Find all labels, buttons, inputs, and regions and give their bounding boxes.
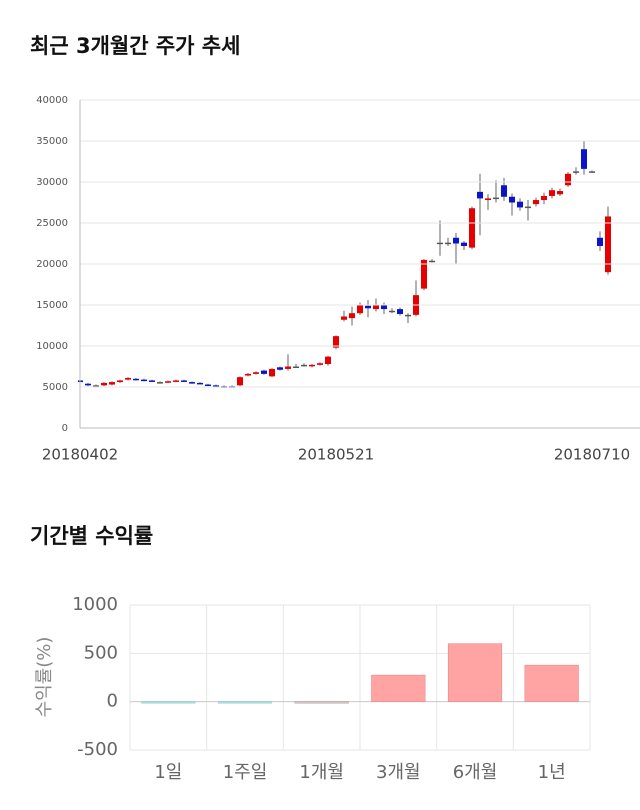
candle-body bbox=[421, 259, 427, 289]
candle-body bbox=[205, 384, 211, 387]
candle-body bbox=[437, 242, 443, 245]
candle-body bbox=[501, 185, 507, 197]
candles bbox=[78, 141, 611, 388]
candle-body bbox=[541, 195, 547, 201]
y-tick-label: 5000 bbox=[43, 382, 68, 393]
candle-body bbox=[469, 208, 475, 248]
candle-body bbox=[357, 305, 363, 314]
candle-body bbox=[165, 381, 171, 383]
x-tick-label: 20180521 bbox=[298, 446, 374, 464]
candle-body bbox=[141, 379, 147, 382]
x-tick-label: 1개월 bbox=[299, 762, 344, 783]
candle-body bbox=[405, 314, 411, 317]
candle-body bbox=[445, 242, 451, 245]
y-tick-label: 10000 bbox=[36, 341, 68, 352]
candle-body bbox=[181, 380, 187, 382]
candle-body bbox=[133, 378, 139, 381]
y-tick-label: 1000 bbox=[72, 594, 118, 615]
candle-body bbox=[237, 377, 243, 386]
y-tick-label: 20000 bbox=[36, 259, 68, 270]
candle-body bbox=[597, 237, 603, 246]
candle-body bbox=[213, 385, 219, 387]
candle-body bbox=[301, 364, 307, 367]
candle-body bbox=[269, 368, 275, 377]
candle-body bbox=[253, 372, 259, 374]
candle-body bbox=[533, 200, 539, 205]
x-tick-label: 1년 bbox=[538, 762, 566, 783]
candle-body bbox=[517, 201, 523, 208]
candle-body bbox=[285, 366, 291, 369]
candle-body bbox=[85, 383, 91, 386]
candle-body bbox=[509, 196, 515, 203]
candle-body bbox=[397, 309, 403, 315]
candle-body bbox=[477, 191, 483, 199]
candle-body bbox=[605, 216, 611, 273]
candle-body bbox=[309, 364, 315, 367]
x-tick-label: 3개월 bbox=[376, 762, 421, 783]
x-tick-label: 1주일 bbox=[223, 762, 268, 783]
candle-body bbox=[245, 373, 251, 376]
bar bbox=[524, 664, 579, 702]
candle-body bbox=[453, 237, 459, 244]
chart-title: 최근 3개월간 주가 추세 bbox=[30, 34, 240, 58]
candle-body bbox=[381, 305, 387, 310]
y-tick-label: 30000 bbox=[36, 177, 68, 188]
candle-body bbox=[125, 377, 131, 380]
y-tick-label: 15000 bbox=[36, 300, 68, 311]
candle-body bbox=[581, 149, 587, 169]
y-tick-label: -500 bbox=[77, 739, 118, 760]
candle-body bbox=[493, 197, 499, 200]
candle-body bbox=[197, 382, 203, 385]
candle-body bbox=[341, 316, 347, 320]
candle-body bbox=[549, 190, 555, 196]
candle-body bbox=[189, 382, 195, 384]
candle-body bbox=[293, 366, 299, 368]
candle-body bbox=[93, 385, 99, 387]
y-tick-label: 25000 bbox=[36, 218, 68, 229]
y-tick-label: 40000 bbox=[36, 95, 68, 106]
candle-body bbox=[373, 305, 379, 310]
bar bbox=[371, 674, 426, 702]
candle-body bbox=[317, 363, 323, 365]
y-tick-label: 35000 bbox=[36, 136, 68, 147]
candle-body bbox=[157, 382, 163, 384]
candle-body bbox=[325, 356, 331, 365]
candle-body bbox=[389, 310, 395, 313]
y-tick-label: 0 bbox=[62, 423, 68, 434]
y-tick-label: 500 bbox=[84, 642, 118, 663]
bar bbox=[141, 701, 196, 704]
candle-body bbox=[573, 171, 579, 173]
x-tick-label: 20180402 bbox=[42, 446, 118, 464]
chart-title: 기간별 수익률 bbox=[30, 524, 153, 548]
candle-body bbox=[333, 336, 339, 348]
candle-body bbox=[461, 242, 467, 246]
y-axis-label: 수익률(%) bbox=[34, 637, 55, 718]
candle-body bbox=[485, 198, 491, 201]
bar bbox=[217, 701, 273, 704]
x-tick-label: 6개월 bbox=[453, 762, 498, 783]
candle-body bbox=[557, 191, 563, 195]
candle-body bbox=[149, 380, 155, 382]
bar bbox=[294, 701, 349, 704]
candle-body bbox=[365, 305, 371, 309]
x-tick-label: 20180710 bbox=[554, 446, 630, 464]
candle-body bbox=[173, 380, 179, 382]
x-tick-label: 1일 bbox=[154, 762, 182, 783]
candle-body bbox=[109, 382, 115, 385]
candle-body bbox=[429, 260, 435, 263]
candle-body bbox=[525, 206, 531, 209]
candle-body bbox=[349, 313, 355, 319]
y-tick-label: 0 bbox=[107, 691, 118, 712]
candle-body bbox=[565, 173, 571, 186]
candle-body bbox=[261, 370, 267, 374]
candle-body bbox=[101, 382, 107, 386]
candle-body bbox=[589, 171, 595, 173]
candle-body bbox=[117, 380, 123, 383]
bar bbox=[447, 643, 503, 702]
candle-body bbox=[277, 367, 283, 370]
